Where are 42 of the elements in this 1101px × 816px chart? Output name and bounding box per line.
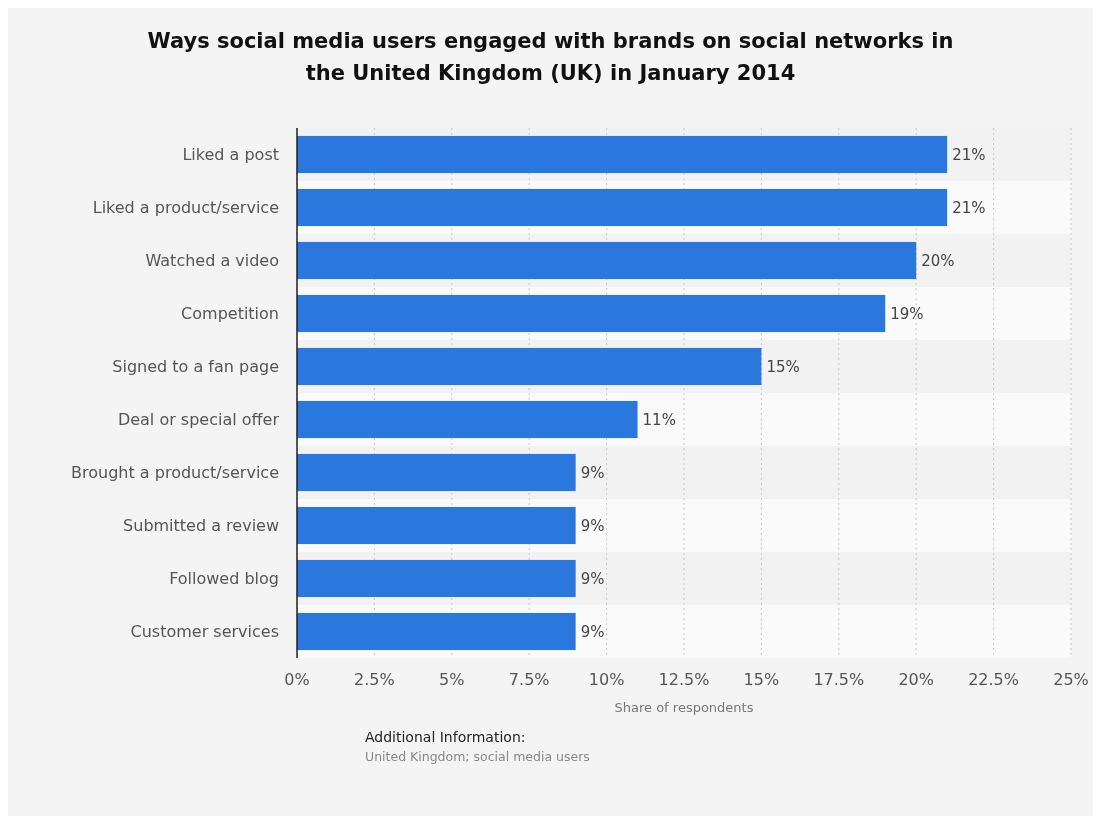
y-tick-label: Liked a product/service [92, 198, 279, 218]
text: Additional Information: [365, 729, 526, 745]
x-tick-label: 2.5% [354, 670, 395, 689]
y-tick-label: Followed blog [169, 569, 279, 589]
data-label: 20% [921, 251, 955, 270]
data-label: 9% [580, 463, 605, 482]
y-tick-label: Submitted a review [123, 516, 279, 536]
x-tick-label: 5% [439, 670, 465, 689]
x-tick-label: 0% [284, 670, 310, 689]
data-label: 9% [580, 622, 605, 641]
y-tick-label: Deal or special offer [117, 410, 280, 430]
x-tick-label: 12.5% [658, 670, 710, 689]
x-axis-title: Share of respondents [614, 700, 754, 715]
data-label: 11% [642, 410, 676, 429]
x-tick-label: 25% [1053, 670, 1089, 689]
x-tick-label: 7.5% [508, 670, 550, 689]
chart-title: Ways social media users engaged with brands on social networks in the United Kingdom (UK) in January 2014 [147, 29, 954, 85]
bar [297, 453, 576, 492]
bar [297, 612, 576, 651]
bar [297, 294, 886, 333]
data-label: 15% [766, 357, 800, 376]
x-tick-label: 10% [588, 670, 625, 689]
y-tick-label: Customer services [130, 622, 279, 642]
x-tick-label: 15% [743, 670, 780, 689]
y-tick-label: Competition [181, 304, 279, 324]
y-tick-label: Signed to a fan page [112, 357, 279, 377]
data-label: 9% [580, 569, 605, 588]
y-tick-label: Watched a video [145, 251, 279, 271]
y-tick-label: Brought a product/service [71, 463, 279, 483]
data-label: 9% [580, 516, 605, 535]
x-tick-label: 17.5% [813, 670, 865, 689]
x-tick-label: 22.5% [968, 670, 1020, 689]
x-tick-label: 20% [898, 670, 934, 689]
data-label: 21% [952, 198, 986, 217]
text: United Kingdom; social media users [365, 749, 590, 764]
bar [297, 559, 576, 598]
bar [297, 506, 576, 545]
y-tick-label: Liked a post [182, 145, 279, 165]
bar [297, 400, 638, 439]
data-label: 21% [952, 145, 986, 164]
bar [297, 347, 762, 386]
data-label: 19% [890, 304, 924, 323]
